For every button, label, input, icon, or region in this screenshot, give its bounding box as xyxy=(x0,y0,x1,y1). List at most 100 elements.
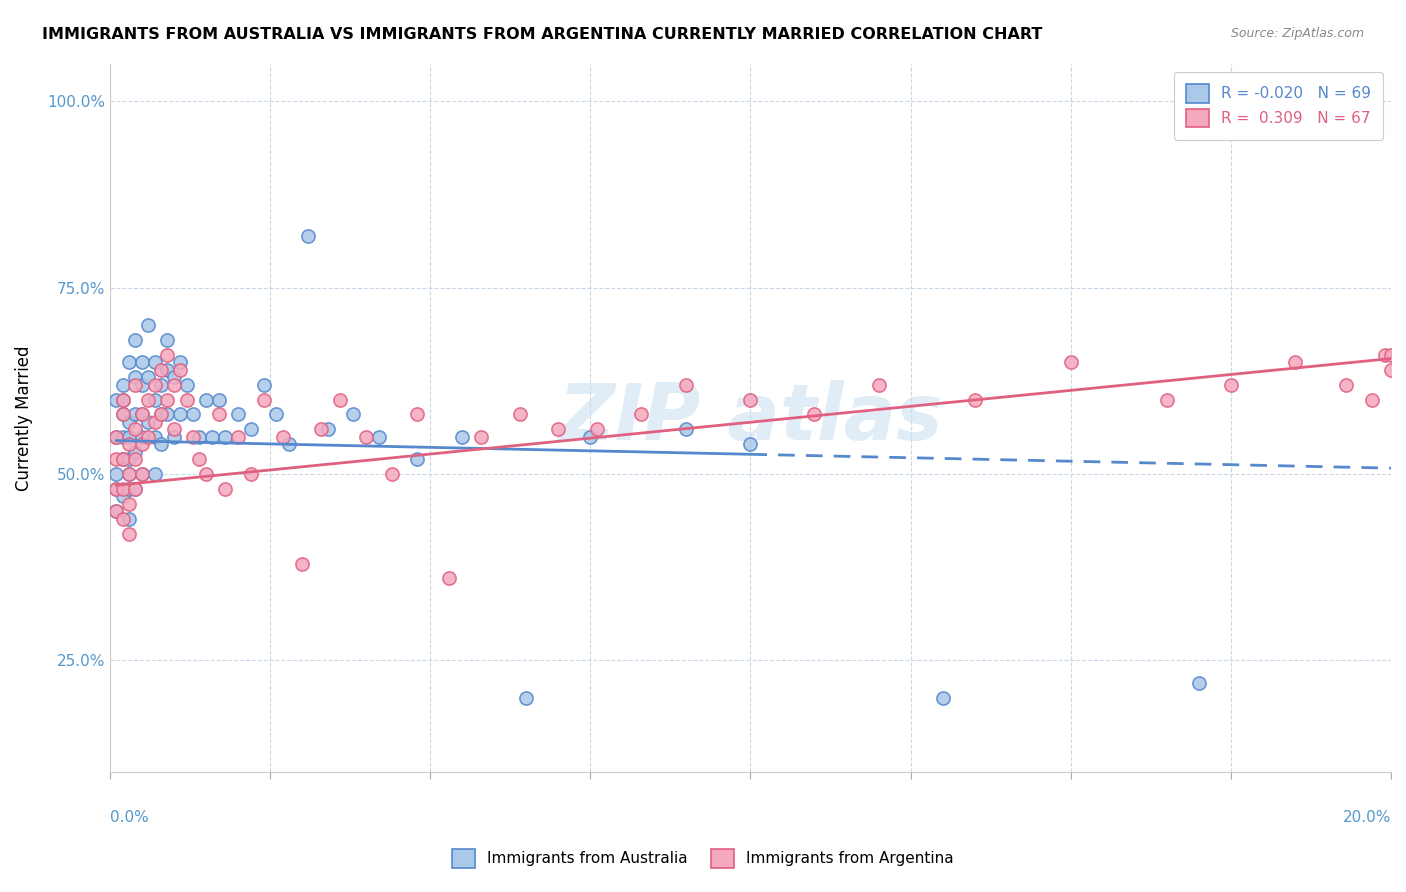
Point xyxy=(131,355,153,369)
Point xyxy=(1060,355,1083,369)
Point xyxy=(143,467,166,482)
Point xyxy=(150,377,173,392)
Point xyxy=(226,430,249,444)
Point xyxy=(131,430,153,444)
Point xyxy=(239,467,262,482)
Point xyxy=(118,467,141,482)
Point xyxy=(169,408,191,422)
Point xyxy=(803,408,825,422)
Point xyxy=(131,437,153,451)
Point xyxy=(1361,392,1384,407)
Point xyxy=(105,482,128,496)
Point xyxy=(169,355,191,369)
Point xyxy=(136,318,159,332)
Point xyxy=(271,430,294,444)
Point xyxy=(278,437,301,451)
Point xyxy=(124,370,146,384)
Point xyxy=(354,430,377,444)
Point xyxy=(111,377,134,392)
Point xyxy=(118,437,141,451)
Point xyxy=(316,422,339,436)
Legend: Immigrants from Australia, Immigrants from Argentina: Immigrants from Australia, Immigrants fr… xyxy=(440,837,966,880)
Point xyxy=(124,482,146,496)
Point xyxy=(515,690,537,705)
Point xyxy=(309,422,332,436)
Point xyxy=(156,348,179,362)
Point xyxy=(124,408,146,422)
Point xyxy=(136,430,159,444)
Point xyxy=(439,572,461,586)
Point xyxy=(143,430,166,444)
Point xyxy=(150,363,173,377)
Point xyxy=(547,422,569,436)
Point xyxy=(124,333,146,347)
Point xyxy=(188,452,211,467)
Point xyxy=(111,408,134,422)
Point xyxy=(509,408,531,422)
Point xyxy=(111,430,134,444)
Point xyxy=(118,512,141,526)
Point xyxy=(239,422,262,436)
Point xyxy=(111,392,134,407)
Point xyxy=(176,377,198,392)
Point xyxy=(131,467,153,482)
Point xyxy=(143,392,166,407)
Point xyxy=(111,490,134,504)
Point xyxy=(105,452,128,467)
Point xyxy=(208,392,231,407)
Point xyxy=(163,377,186,392)
Point xyxy=(105,482,128,496)
Point xyxy=(252,392,274,407)
Point xyxy=(156,408,179,422)
Point xyxy=(111,512,134,526)
Point xyxy=(214,430,236,444)
Point xyxy=(131,408,153,422)
Point xyxy=(630,408,652,422)
Point xyxy=(169,363,191,377)
Point xyxy=(124,452,146,467)
Legend: R = -0.020   N = 69, R =  0.309   N = 67: R = -0.020 N = 69, R = 0.309 N = 67 xyxy=(1174,71,1384,139)
Point xyxy=(579,430,602,444)
Point xyxy=(143,355,166,369)
Point xyxy=(1284,355,1306,369)
Point xyxy=(297,228,319,243)
Point xyxy=(1334,377,1357,392)
Point xyxy=(963,392,986,407)
Point xyxy=(163,370,186,384)
Point xyxy=(131,467,153,482)
Point xyxy=(381,467,404,482)
Point xyxy=(181,408,204,422)
Point xyxy=(675,377,697,392)
Point xyxy=(111,408,134,422)
Point xyxy=(406,452,429,467)
Point xyxy=(111,482,134,496)
Point xyxy=(194,467,217,482)
Point xyxy=(136,392,159,407)
Y-axis label: Currently Married: Currently Married xyxy=(15,345,32,491)
Point xyxy=(163,430,186,444)
Point xyxy=(118,497,141,511)
Point xyxy=(208,408,231,422)
Point xyxy=(740,437,762,451)
Point xyxy=(143,415,166,429)
Point xyxy=(226,408,249,422)
Point xyxy=(124,444,146,458)
Text: IMMIGRANTS FROM AUSTRALIA VS IMMIGRANTS FROM ARGENTINA CURRENTLY MARRIED CORRELA: IMMIGRANTS FROM AUSTRALIA VS IMMIGRANTS … xyxy=(42,27,1043,42)
Point xyxy=(176,392,198,407)
Point xyxy=(105,392,128,407)
Point xyxy=(136,415,159,429)
Point xyxy=(124,422,146,436)
Point xyxy=(105,467,128,482)
Point xyxy=(118,452,141,467)
Point xyxy=(150,408,173,422)
Point xyxy=(868,377,890,392)
Point xyxy=(214,482,236,496)
Point xyxy=(118,355,141,369)
Point xyxy=(266,408,288,422)
Point xyxy=(105,504,128,518)
Point xyxy=(1156,392,1178,407)
Point xyxy=(470,430,492,444)
Point xyxy=(105,504,128,518)
Point xyxy=(156,392,179,407)
Point xyxy=(931,690,953,705)
